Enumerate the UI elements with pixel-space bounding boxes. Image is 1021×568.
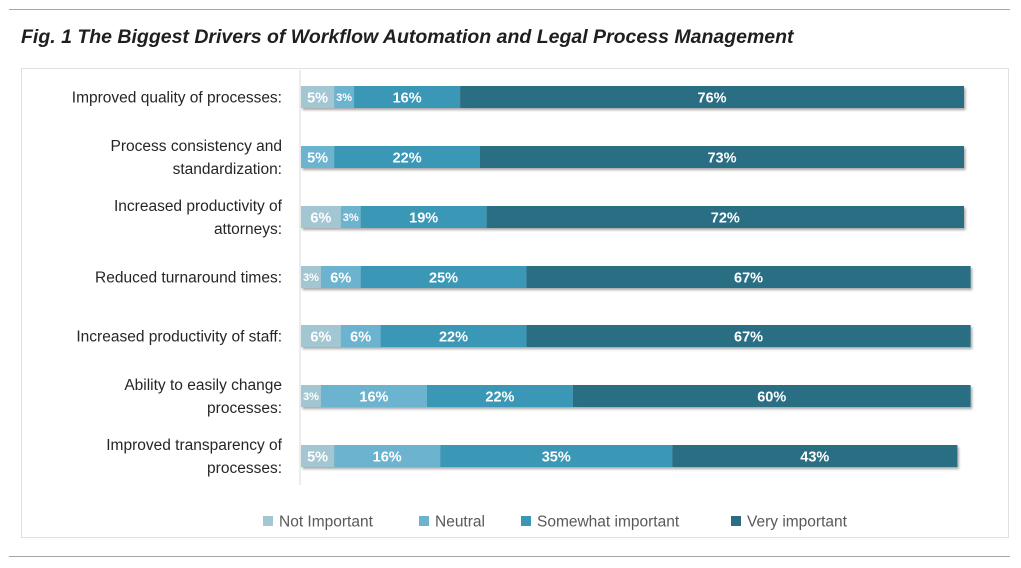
bar-segment [301,325,341,347]
data-label: 76% [698,91,727,107]
bar-segment [480,146,964,168]
bar-segment [320,385,427,407]
category-label: Increased productivity of [114,198,283,215]
legend-label-not-important: Not Important [279,514,374,531]
bar-segment [526,325,971,347]
category-label: Ability to easily change [124,377,282,394]
data-label: 60% [757,390,786,406]
legend-swatch-somewhat-important [521,516,531,526]
bar-row-increased-productivity-of-staff [301,325,971,347]
bar-segment [320,266,361,288]
top-rule [9,9,1010,10]
data-label: 3% [336,92,352,104]
legend-swatch-very-important [731,516,741,526]
bar-segment [301,206,341,228]
bar-segment [360,266,527,288]
data-label: 22% [439,330,468,346]
data-label: 22% [393,151,422,167]
bar-segment [380,325,527,347]
bar-segment [334,445,441,467]
data-label: 6% [310,330,331,346]
bar-row-increased-productivity-of-attorneys [301,206,964,228]
bar-row-improved-quality-of-processes [301,86,964,108]
data-label: 67% [734,271,763,287]
data-label: 16% [393,91,422,107]
data-label: 5% [307,91,328,107]
category-label: Reduced turnaround times: [95,270,282,287]
data-label: 73% [707,151,736,167]
bar-segment [426,385,573,407]
data-label: 5% [307,450,328,466]
bar-segment [440,445,673,467]
data-label: 22% [485,390,514,406]
bar-segment [572,385,971,407]
data-label: 6% [310,211,331,227]
data-label: 35% [542,450,571,466]
category-label: processes: [207,400,282,417]
bar-segment [301,86,335,108]
data-label: 16% [373,450,402,466]
bar-segment [340,206,361,228]
bar-segment [354,86,461,108]
legend-label-very-important: Very important [747,514,848,531]
bar-segment [301,385,321,407]
legend-label-neutral: Neutral [435,514,485,531]
bar-segment [486,206,964,228]
category-label: Increased productivity of staff: [76,329,282,346]
category-label: Improved transparency of [106,437,282,454]
legend-swatch-neutral [419,516,429,526]
bar-segment [301,146,335,168]
data-label: 3% [343,212,359,224]
bar-segment [334,146,481,168]
bar-segment [340,325,381,347]
data-label: 19% [409,211,438,227]
data-label: 5% [307,151,328,167]
category-label: standardization: [173,161,282,178]
bar-segment [672,445,958,467]
category-label: processes: [207,460,282,477]
bar-row-improved-transparency-of-processes [301,445,958,467]
bar-segment [360,206,487,228]
bar-row-process-consistency-and-standardization [301,146,964,168]
bar-segment [301,445,335,467]
bottom-rule [9,556,1010,557]
bar-segment [334,86,355,108]
legend-swatch-not-important [263,516,273,526]
data-label: 6% [350,330,371,346]
data-label: 67% [734,330,763,346]
data-label: 72% [711,211,740,227]
data-label: 16% [359,390,388,406]
bar-segment [301,266,321,288]
data-label: 25% [429,271,458,287]
data-label: 3% [303,391,319,403]
data-label: 43% [800,450,829,466]
figure-title: Fig. 1 The Biggest Drivers of Workflow A… [21,26,794,48]
category-label: Improved quality of processes: [72,90,282,107]
category-label: attorneys: [214,221,282,238]
data-label: 6% [330,271,351,287]
legend-label-somewhat-important: Somewhat important [537,514,680,531]
bar-segment [460,86,964,108]
bar-row-reduced-turnaround-times [301,266,971,288]
data-label: 3% [303,272,319,284]
bar-row-ability-to-easily-change-processes [301,385,971,407]
bar-segment [526,266,971,288]
category-label: Process consistency and [111,138,282,155]
